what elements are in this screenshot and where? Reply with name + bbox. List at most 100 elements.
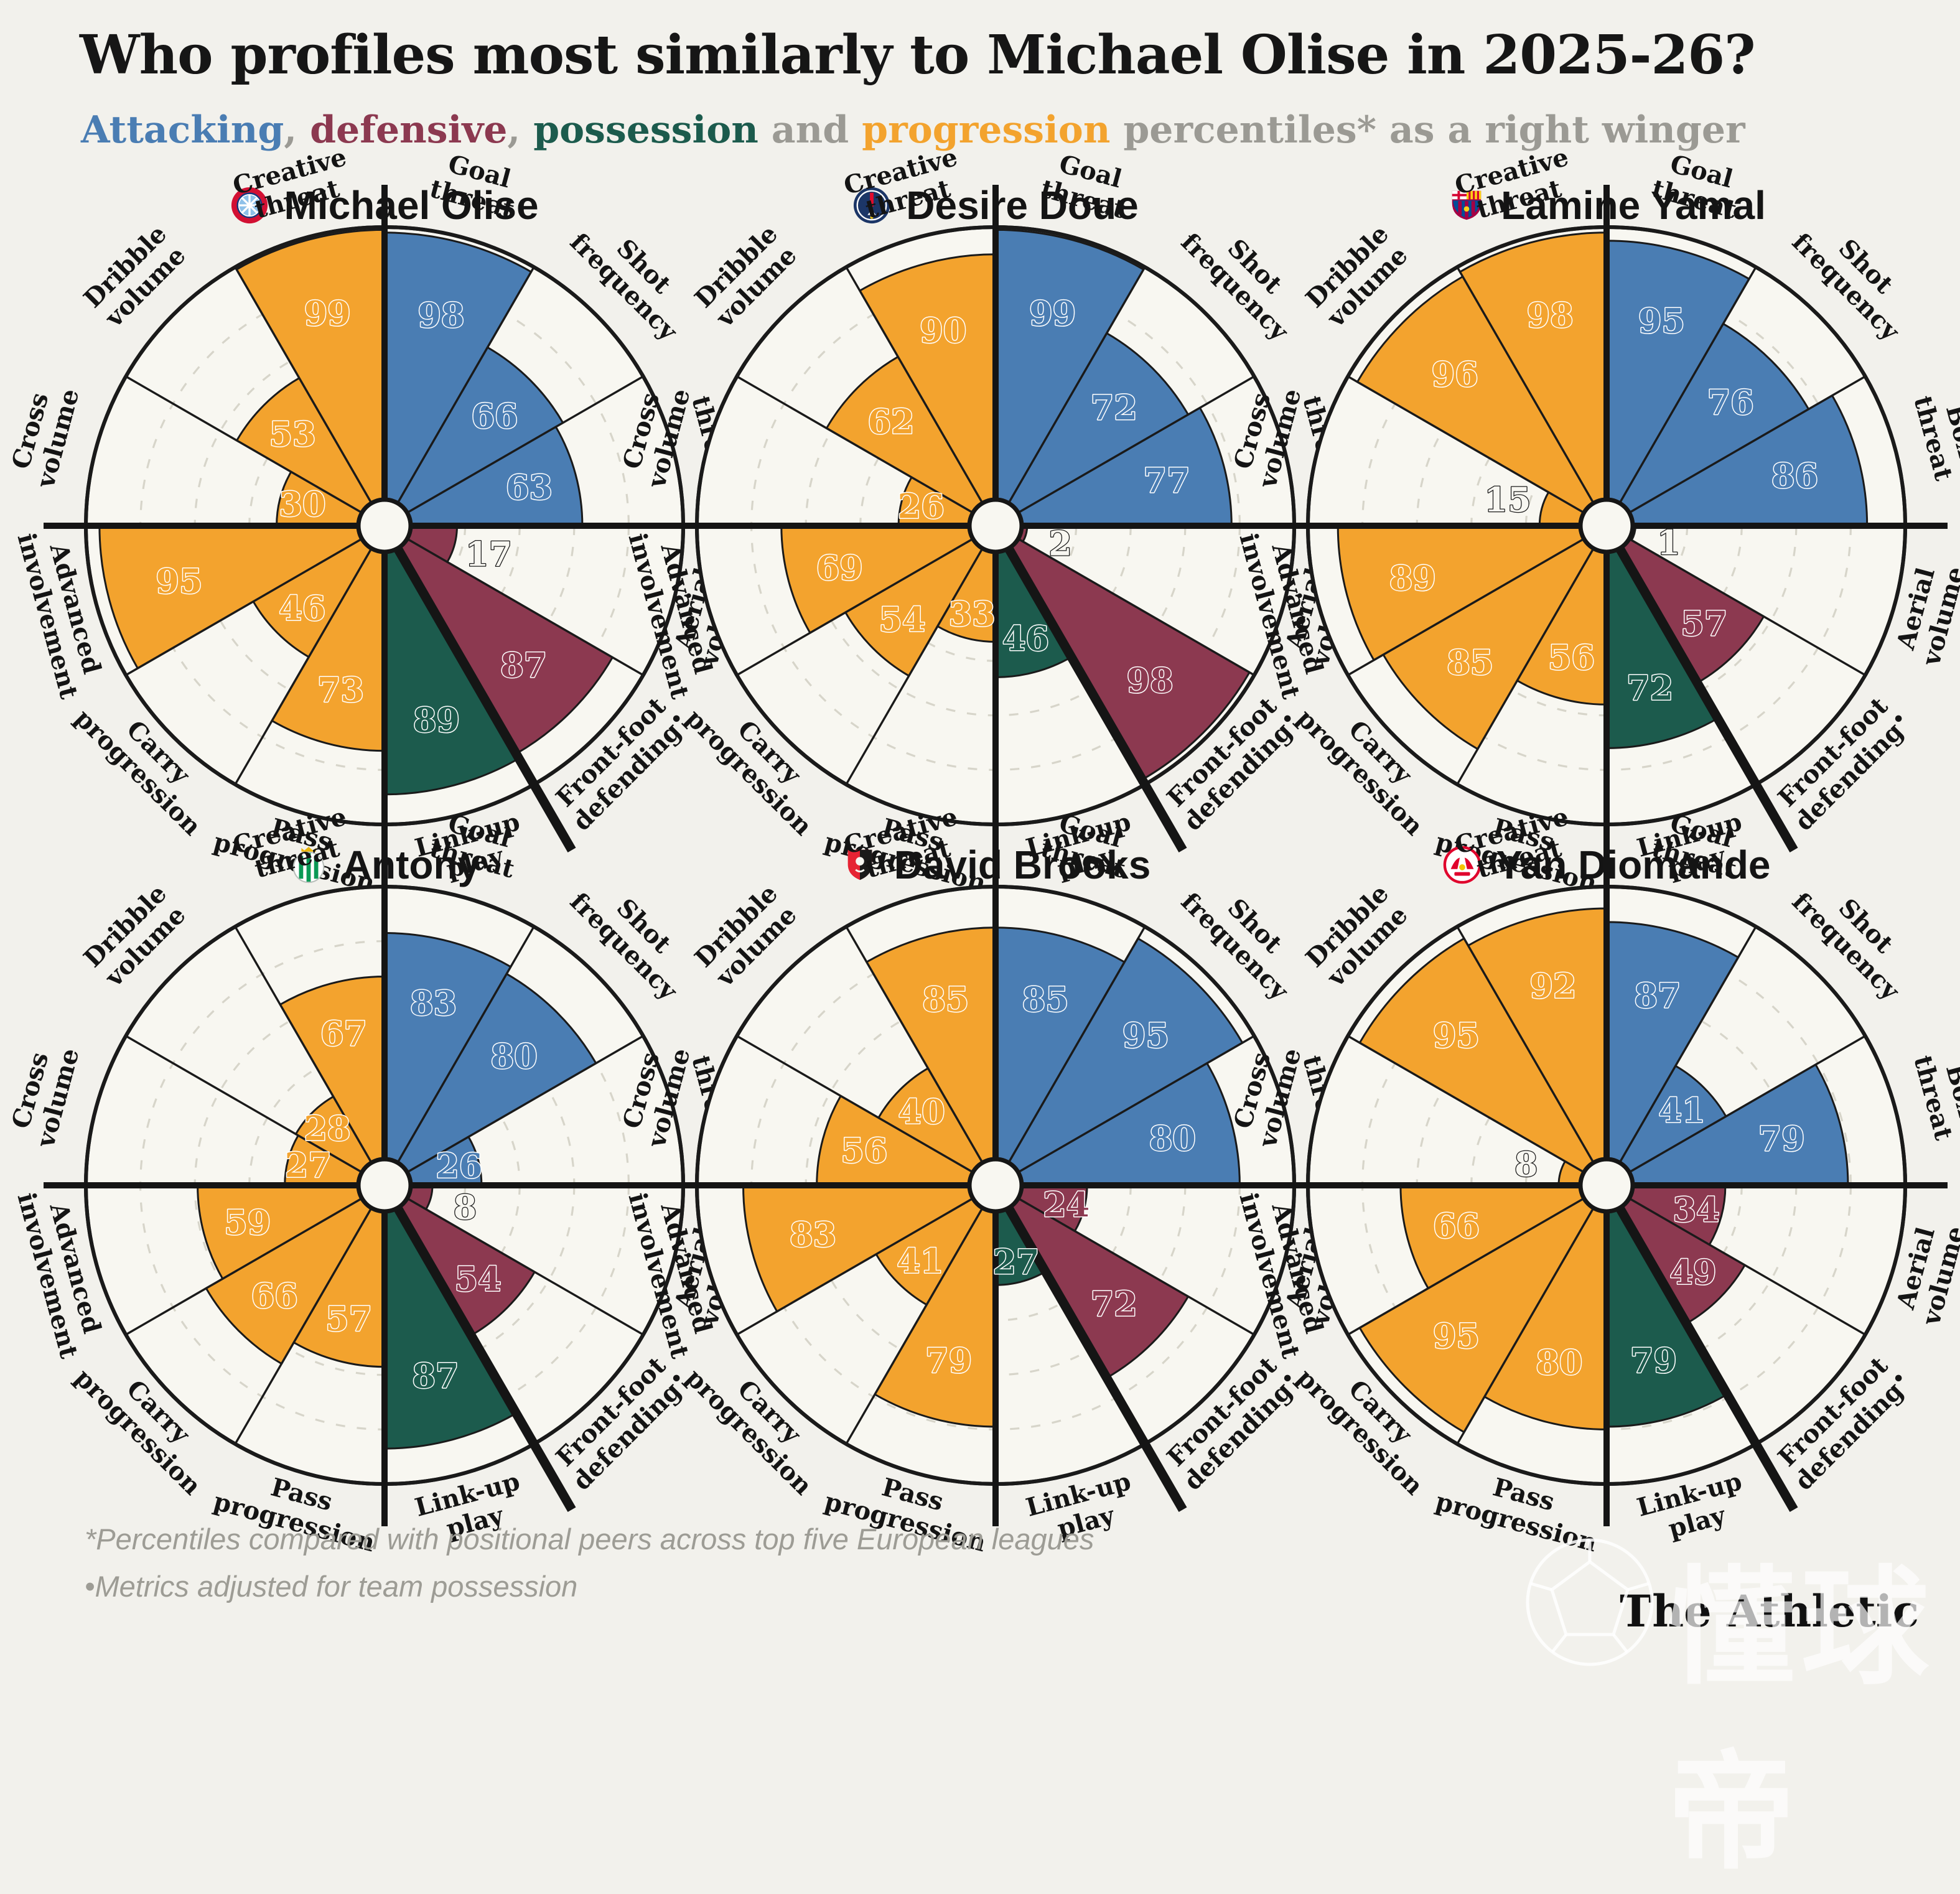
value-label-advanced-involvement: 83: [790, 1215, 836, 1254]
pizza-chart-yan-diomande: 87417934497980956689592GoalthreatShotfre…: [1225, 802, 1960, 1558]
infographic-canvas: Who profiles most similarly to Michael O…: [3, 24, 1960, 1887]
player-header-desire-doue: Desire Doue: [716, 168, 1276, 243]
value-label-cross-volume: 27: [285, 1145, 332, 1185]
value-label-carry-progression: 95: [1433, 1316, 1480, 1356]
slice-divider: [845, 1207, 984, 1445]
slice-divider: [1007, 266, 1146, 504]
player-name: David Brooks: [894, 842, 1151, 887]
subtitle-segment: and: [758, 108, 862, 152]
value-label-pass-progression: 73: [317, 669, 364, 709]
slice-divider: [396, 926, 535, 1164]
category-label-cross-volume: Crossvolume: [1225, 1038, 1307, 1151]
value-label-cross-volume: 8: [1514, 1144, 1538, 1184]
pizza-chart-lamine-yamal: 95768615772568589159698GoalthreatShotfre…: [1225, 142, 1960, 898]
value-label-cross-volume: 56: [841, 1131, 887, 1170]
player-header-antony: Antony: [105, 828, 665, 902]
value-label-carry-progression: 46: [279, 589, 325, 628]
pizza-chart-desire-doue: 99727729846335469266290GoalthreatShotfre…: [617, 142, 1371, 898]
value-label-shot-frequency: 41: [1659, 1090, 1706, 1130]
category-label-creative-threat: Creativethreat: [1452, 142, 1579, 228]
value-label-carry-progression: 54: [879, 600, 925, 640]
pizza-center-hole: [967, 1157, 1024, 1214]
category-label-cross-volume: Crossvolume: [1225, 378, 1307, 492]
psg-crest-icon: [854, 187, 890, 224]
group-divider-line: [1004, 546, 1187, 853]
value-label-box-threat: 79: [1758, 1119, 1805, 1159]
value-label-front-foot-defending: 49: [1669, 1252, 1716, 1292]
pizza-center-hole: [967, 497, 1024, 554]
player-name: Desire Doue: [906, 183, 1139, 228]
value-label-dribble-volume: 28: [304, 1108, 350, 1148]
slice-divider: [406, 375, 644, 514]
pizza-chart-antony: 83802685487576659272867GoalthreatShotfre…: [6, 802, 760, 1558]
pizza-chart-michael-olise: 986663178789734695305399GoalthreatShotfr…: [3, 142, 760, 898]
footnote-percentiles: *Percentiles compared with positional pe…: [85, 1523, 1094, 1556]
value-label-shot-frequency: 66: [471, 396, 518, 436]
value-label-creative-threat: 92: [1529, 966, 1576, 1006]
value-label-carry-progression: 66: [251, 1276, 298, 1315]
category-label-goal-threat: Goalthreat: [1649, 806, 1747, 884]
category-label-cross-volume: Crossvolume: [3, 378, 85, 492]
slice-divider: [1628, 538, 1866, 676]
group-divider-line: [1004, 1205, 1187, 1513]
slice-divider: [1007, 926, 1146, 1164]
value-label-front-foot-defending: 98: [1127, 661, 1174, 701]
value-label-shot-frequency: 76: [1707, 382, 1754, 422]
player-header-lamine-yamal: Lamine Yamal: [1327, 168, 1887, 243]
value-label-pass-progression: 79: [925, 1341, 972, 1381]
value-label-advanced-involvement: 89: [1389, 558, 1436, 598]
slice-divider: [845, 266, 984, 504]
value-label-goal-threat: 83: [410, 983, 457, 1023]
slice-divider: [1618, 926, 1757, 1164]
slice-divider: [1628, 1035, 1866, 1173]
slice-divider: [1628, 375, 1866, 514]
player-name: Antony: [342, 842, 480, 887]
subtitle-segment: ,: [507, 108, 534, 152]
slice-divider: [406, 538, 644, 676]
category-label-creative-threat: Creativethreat: [1452, 802, 1579, 888]
value-label-shot-frequency: 95: [1122, 1015, 1169, 1055]
value-label-dribble-volume: 96: [1432, 355, 1478, 394]
value-label-box-threat: 26: [436, 1145, 482, 1185]
value-label-dribble-volume: 95: [1433, 1015, 1480, 1055]
player-header-david-brooks: David Brooks: [716, 828, 1276, 902]
category-label-goal-threat: Goalthreat: [427, 806, 525, 884]
pizza-chart-david-brooks: 859580247227794183564085GoalthreatShotfr…: [617, 802, 1371, 1558]
slice-divider: [125, 1035, 363, 1173]
slice-divider: [736, 375, 974, 514]
slice-divider: [1456, 1207, 1595, 1445]
value-label-pass-progression: 80: [1536, 1343, 1582, 1383]
value-label-link-up-play: 79: [1630, 1341, 1677, 1381]
value-label-carry-progression: 41: [897, 1241, 943, 1281]
category-label-goal-threat: Goalthreat: [1649, 146, 1747, 225]
category-label-box-threat: Boxthreat: [1908, 1045, 1960, 1143]
slice-divider: [845, 926, 984, 1164]
value-label-aerial-volume: 34: [1673, 1190, 1720, 1229]
slice-divider: [845, 548, 984, 785]
subtitle-segment: percentiles* as a right winger: [1110, 108, 1745, 152]
value-label-creative-threat: 85: [922, 979, 969, 1019]
bayern-munich-crest-icon: [231, 187, 268, 224]
value-label-goal-threat: 98: [418, 295, 464, 335]
value-label-aerial-volume: 17: [465, 534, 512, 574]
value-label-shot-frequency: 80: [491, 1036, 538, 1076]
slice-divider: [1017, 538, 1255, 676]
slice-divider: [1017, 375, 1255, 514]
slice-divider: [1347, 1197, 1585, 1336]
value-label-aerial-volume: 1: [1657, 523, 1681, 562]
value-label-box-threat: 77: [1144, 460, 1190, 500]
category-label-creative-threat: Creativethreat: [230, 142, 357, 228]
value-label-dribble-volume: 53: [269, 414, 316, 454]
slice-divider: [1017, 1035, 1255, 1173]
value-label-dribble-volume: 62: [867, 401, 914, 441]
footnotes: *Percentiles compared with positional pe…: [85, 1516, 1094, 1610]
value-label-advanced-involvement: 66: [1433, 1206, 1480, 1246]
slice-divider: [234, 266, 373, 504]
slice-divider: [1017, 1197, 1255, 1336]
slice-divider: [1456, 548, 1595, 785]
real-betis-crest-icon: [292, 846, 324, 884]
value-label-link-up-play: 27: [992, 1242, 1039, 1282]
category-label-box-threat: Boxthreat: [1908, 385, 1960, 483]
page-subtitle: Attacking, defensive, possession and pro…: [81, 108, 1745, 152]
slice-divider: [234, 548, 373, 785]
